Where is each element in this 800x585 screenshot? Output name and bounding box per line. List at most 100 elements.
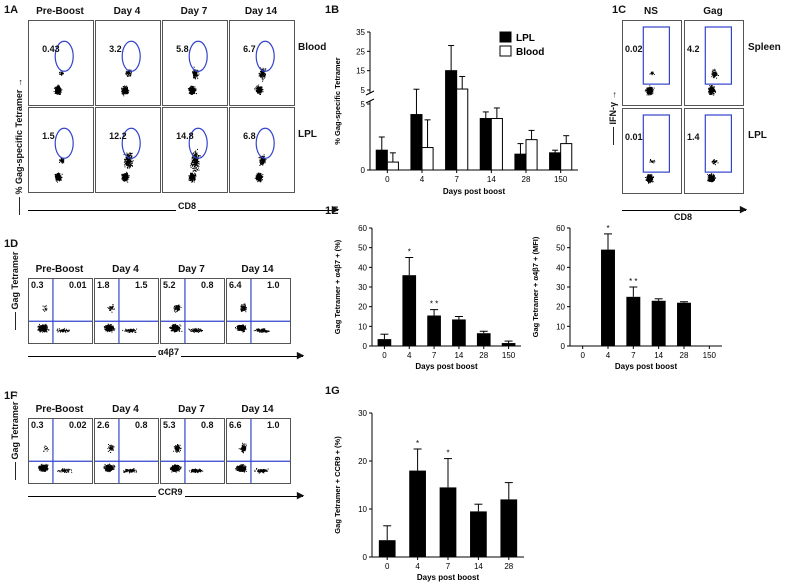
flow-dot [57, 173, 59, 175]
flow-dot [710, 86, 712, 88]
flow-dot [710, 90, 712, 92]
flow-dot [45, 326, 47, 328]
flow-dot [649, 92, 651, 94]
flow-dot [712, 160, 713, 162]
flow-dot [65, 329, 67, 331]
flow-dot [129, 72, 131, 74]
panel-1a-row-title: Blood [298, 42, 327, 53]
flow-dot [56, 177, 58, 179]
flow-dot [55, 177, 57, 179]
flow-dot [262, 164, 264, 166]
flow-dot [58, 91, 59, 93]
flow-dot [649, 87, 651, 89]
flow-dot [103, 326, 105, 328]
flow-dot [188, 179, 190, 181]
flow-dot [68, 329, 70, 331]
flow-dot [37, 326, 39, 328]
flow-dot [56, 173, 58, 175]
flow-dot [195, 164, 196, 165]
flow-dot [649, 88, 651, 90]
flow-dot [126, 72, 128, 73]
flow-dot [59, 88, 61, 90]
flow-dot [44, 326, 46, 328]
flow-dot [40, 325, 42, 327]
flow-dot [649, 93, 651, 95]
flow-dot [644, 177, 646, 178]
flow-dot [193, 174, 195, 176]
flow-dot [189, 88, 191, 90]
flow-dot [260, 161, 261, 163]
flow-dot [260, 72, 262, 74]
flow-dot [105, 330, 107, 332]
flow-dot [42, 325, 44, 327]
flow-dot [194, 163, 196, 165]
flow-dot [63, 329, 65, 331]
flow-dot [196, 160, 198, 162]
panel-1d-quad-ur: 0.01 [69, 280, 87, 290]
flow-dot [708, 175, 710, 176]
flow-dot [264, 160, 265, 162]
flow-dot [124, 160, 126, 162]
flow-dot [258, 87, 259, 89]
panel-1c-plot [684, 20, 744, 106]
panel-1a-plot [162, 107, 228, 193]
flow-dot [648, 94, 650, 96]
flow-dot [650, 160, 652, 162]
flow-dot [197, 165, 199, 167]
flow-dot [190, 91, 192, 93]
flow-dot [258, 90, 260, 92]
flow-dot [708, 92, 710, 94]
flow-dot [260, 177, 262, 179]
flow-dot [195, 77, 197, 79]
flow-dot [258, 86, 260, 88]
flow-dot [258, 176, 260, 178]
x-tick-label: 4 [420, 175, 425, 184]
flow-dot [195, 169, 196, 171]
flow-dot [44, 328, 46, 330]
flow-dot [40, 329, 42, 331]
flow-dot [45, 323, 47, 325]
flow-dot [128, 71, 130, 72]
flow-dot [128, 158, 130, 160]
flow-dot [648, 89, 650, 91]
bar-blood [386, 161, 399, 171]
flow-dot [712, 88, 714, 90]
flow-dot [263, 73, 265, 75]
flow-dot [129, 165, 131, 167]
y-tick-label: 35 [356, 28, 365, 37]
flow-dot [195, 165, 197, 167]
flow-dot [123, 176, 124, 178]
flow-dot [46, 324, 47, 326]
flow-dot [714, 160, 716, 162]
flow-dot [260, 94, 261, 95]
flow-dot [711, 71, 713, 73]
flow-dot [191, 164, 193, 166]
flow-dot [260, 157, 262, 159]
flow-dot [258, 174, 260, 176]
flow-dot [260, 92, 262, 94]
flow-dot [193, 75, 195, 76]
flow-dot [125, 157, 127, 159]
panel-1c-plot-svg [704, 26, 732, 96]
flow-dot [263, 77, 265, 79]
flow-dot [197, 169, 198, 171]
flow-dot [258, 179, 260, 181]
flow-dot [197, 69, 199, 71]
flow-dot [712, 176, 714, 178]
flow-dot [649, 181, 651, 183]
flow-dot [190, 174, 192, 176]
flow-dot [710, 87, 712, 89]
flow-dot [57, 90, 59, 92]
gate-rect [642, 26, 670, 85]
flow-dot [59, 71, 61, 73]
flow-dot [264, 76, 266, 78]
flow-dot [45, 330, 47, 332]
flow-dot [649, 180, 651, 182]
flow-dot [130, 163, 132, 165]
flow-dot [127, 165, 129, 167]
flow-dot [709, 175, 711, 177]
flow-dot [61, 71, 63, 73]
flow-dot [190, 85, 192, 87]
flow-dot [61, 160, 63, 162]
flow-dot [109, 330, 111, 332]
